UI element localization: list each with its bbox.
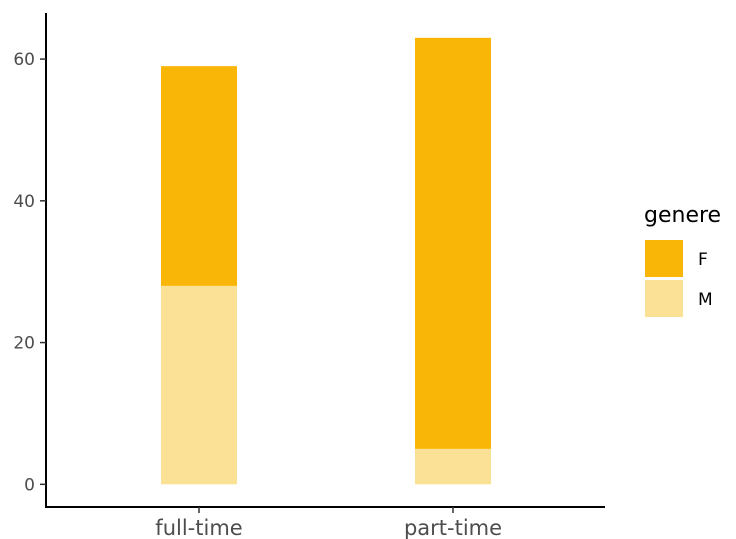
bar-part-time-m — [415, 448, 491, 485]
y-tick-label: 0 — [24, 475, 35, 495]
y-axis-ticks: 0 20 40 60 — [13, 50, 46, 495]
bar-full-time-f — [161, 66, 237, 286]
bar-part-time-f — [415, 37, 491, 449]
legend-label-f: F — [698, 250, 708, 270]
x-axis-ticks: full-time part-time — [155, 507, 502, 539]
x-tick-label-part-time: part-time — [404, 516, 502, 539]
y-tick-label: 40 — [13, 192, 35, 212]
legend: genere F M — [644, 203, 721, 317]
y-tick-label: 20 — [13, 334, 35, 354]
y-tick-label: 60 — [13, 50, 35, 70]
legend-swatch-f — [645, 240, 683, 277]
legend-swatch-m — [645, 280, 683, 317]
bars-layer — [161, 37, 491, 485]
legend-label-m: M — [698, 290, 713, 310]
bar-full-time-m — [161, 285, 237, 485]
legend-title: genere — [644, 203, 721, 228]
x-tick-label-full-time: full-time — [155, 516, 242, 539]
